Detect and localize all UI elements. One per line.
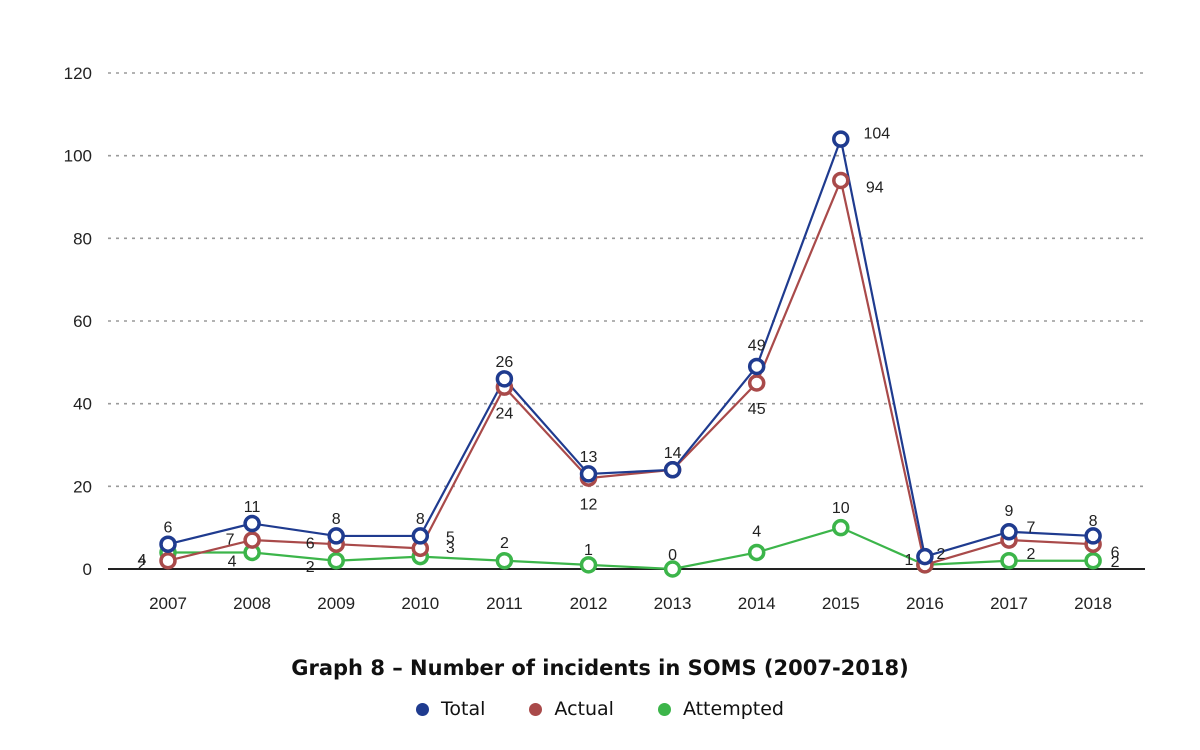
data-point-actual bbox=[243, 531, 261, 549]
data-point-total bbox=[916, 547, 934, 566]
data-point-total bbox=[663, 461, 682, 479]
data-label-actual: 7 bbox=[1027, 519, 1036, 536]
data-label-actual: 45 bbox=[748, 401, 766, 418]
legend-label-actual: Actual bbox=[554, 698, 614, 720]
series-line-total bbox=[167, 135, 1094, 558]
data-label-total: 8 bbox=[1089, 513, 1098, 530]
legend-label-total: Total bbox=[441, 698, 486, 720]
data-point-attempted bbox=[1084, 551, 1102, 570]
data-point-attempted bbox=[663, 560, 682, 578]
data-label-total: 13 bbox=[580, 449, 598, 466]
data-point-total bbox=[495, 370, 514, 388]
data-label-actual: 6 bbox=[1111, 544, 1120, 561]
data-point-actual bbox=[747, 374, 766, 392]
legend-dot-attempted bbox=[657, 702, 671, 716]
x-tick-label: 2016 bbox=[906, 594, 944, 613]
data-label-total: 11 bbox=[244, 499, 261, 516]
data-point-actual bbox=[832, 171, 850, 190]
data-label-attempted: 3 bbox=[446, 540, 455, 557]
data-label-total: 26 bbox=[496, 354, 514, 371]
legend-dot-total bbox=[416, 702, 430, 716]
data-label-attempted: 2 bbox=[306, 559, 315, 576]
data-point-attempted bbox=[1000, 551, 1018, 570]
x-tick-label: 2011 bbox=[486, 594, 523, 613]
data-label-attempted: 2 bbox=[500, 535, 509, 552]
data-label-attempted: 1 bbox=[584, 542, 593, 559]
y-tick-label: 100 bbox=[64, 147, 92, 166]
chart-title: Graph 8 – Number of incidents in SOMS (2… bbox=[291, 656, 909, 680]
data-label-actual: 6 bbox=[306, 535, 315, 552]
data-label-total: 14 bbox=[664, 445, 682, 462]
x-tick-label: 2014 bbox=[738, 594, 776, 613]
data-label-total: 104 bbox=[863, 125, 890, 142]
legend-label-attempted: Attempted bbox=[682, 698, 784, 720]
series-line-attempted bbox=[168, 526, 1094, 571]
data-label-total: 6 bbox=[164, 519, 173, 536]
data-point-total bbox=[327, 527, 345, 545]
legend-item-total: Total bbox=[416, 698, 485, 720]
data-point-total bbox=[747, 357, 766, 376]
data-point-total bbox=[1000, 523, 1018, 541]
data-point-attempted bbox=[327, 551, 345, 570]
x-tick-label: 2013 bbox=[654, 594, 692, 613]
x-tick-label: 2012 bbox=[570, 594, 608, 613]
data-label-total: 8 bbox=[416, 511, 425, 528]
data-label-total: 2 bbox=[936, 546, 945, 563]
data-label-actual: 94 bbox=[866, 180, 884, 197]
y-tick-label: 120 bbox=[64, 64, 92, 83]
data-label-actual: 1 bbox=[904, 552, 913, 569]
data-label-total: 9 bbox=[1005, 503, 1014, 520]
data-label-attempted: 4 bbox=[228, 554, 237, 571]
data-label-actual: 4 bbox=[138, 552, 147, 569]
data-label-attempted: 0 bbox=[668, 547, 677, 564]
data-point-attempted bbox=[579, 556, 598, 574]
data-point-total bbox=[243, 514, 261, 533]
data-label-actual: 24 bbox=[496, 405, 514, 422]
data-label-actual: 12 bbox=[580, 496, 598, 513]
x-tick-label: 2010 bbox=[401, 594, 439, 613]
x-tick-label: 2009 bbox=[317, 594, 355, 613]
data-label-attempted: 2 bbox=[138, 557, 147, 574]
data-label-actual: 7 bbox=[226, 531, 235, 548]
data-label-total: 49 bbox=[748, 338, 766, 355]
data-label-attempted: 2 bbox=[1111, 554, 1120, 571]
legend-dot-actual bbox=[529, 702, 543, 716]
data-label-total: 8 bbox=[332, 511, 341, 528]
x-tick-label: 2007 bbox=[149, 594, 187, 613]
data-point-total bbox=[579, 465, 598, 483]
data-point-attempted bbox=[747, 543, 766, 562]
x-tick-label: 2017 bbox=[990, 594, 1028, 613]
y-tick-label: 40 bbox=[73, 395, 92, 414]
data-label-attempted: 2 bbox=[1027, 546, 1036, 563]
data-point-attempted bbox=[832, 518, 850, 537]
data-point-total bbox=[832, 130, 850, 148]
data-label-attempted: 10 bbox=[832, 500, 850, 517]
y-tick-label: 60 bbox=[73, 312, 92, 331]
data-point-actual bbox=[159, 551, 177, 570]
data-point-total bbox=[411, 527, 430, 545]
series-line-actual bbox=[167, 176, 1094, 567]
data-point-total bbox=[1084, 527, 1102, 545]
y-tick-label: 20 bbox=[73, 477, 92, 496]
data-label-attempted: 4 bbox=[752, 524, 761, 541]
y-tick-label: 0 bbox=[83, 560, 92, 579]
x-tick-label: 2018 bbox=[1074, 594, 1112, 613]
x-tick-label: 2015 bbox=[822, 594, 860, 613]
x-tick-label: 2008 bbox=[233, 594, 271, 613]
legend-item-attempted: Attempted bbox=[657, 698, 784, 720]
y-tick-label: 80 bbox=[73, 229, 92, 248]
legend-item-actual: Actual bbox=[529, 698, 614, 720]
data-point-total bbox=[159, 535, 177, 553]
legend: Total Actual Attempted bbox=[0, 698, 1200, 720]
data-label-actual: 5 bbox=[446, 530, 455, 547]
data-point-attempted bbox=[495, 551, 514, 570]
